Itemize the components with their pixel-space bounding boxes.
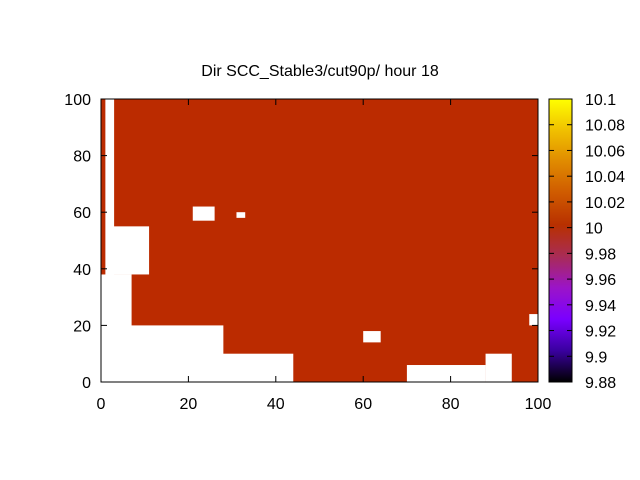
x-tick-label: 0 <box>97 396 106 413</box>
y-tick-label: 0 <box>82 375 91 392</box>
colorbar-tick-label: 9.88 <box>585 375 616 392</box>
colorbar-tick-label: 9.98 <box>585 246 616 263</box>
x-tick-label: 80 <box>442 396 460 413</box>
colorbar-tick-label: 9.9 <box>585 349 607 366</box>
y-tick-label: 60 <box>73 205 91 222</box>
colorbar-tick-label: 10.06 <box>585 143 625 160</box>
missing-cell-region <box>485 353 512 382</box>
colorbar-tick-label: 9.94 <box>585 298 616 315</box>
missing-cell-region <box>406 365 486 382</box>
x-tick-label: 60 <box>354 396 372 413</box>
colorbar <box>548 98 573 383</box>
chart-title: Dir SCC_Stable3/cut90p/ hour 18 <box>201 63 439 80</box>
colorbar-tick-label: 10 <box>585 221 603 238</box>
colorbar-tick-label: 10.04 <box>585 169 625 186</box>
missing-cell-region <box>529 314 538 326</box>
y-tick-label: 20 <box>73 318 91 335</box>
colorbar-tick-label: 9.96 <box>585 272 616 289</box>
colorbar-tick-label: 10.08 <box>585 118 625 135</box>
missing-cell-region <box>236 212 246 218</box>
missing-cell-region <box>223 367 250 382</box>
x-tick-label: 20 <box>180 396 198 413</box>
x-tick-label: 100 <box>525 396 552 413</box>
x-tick-label: 40 <box>267 396 285 413</box>
colorbar-tick-label: 9.92 <box>585 324 616 341</box>
missing-cell-region <box>363 331 381 343</box>
y-tick-label: 40 <box>73 262 91 279</box>
missing-cell-region <box>192 206 215 221</box>
plot-frame <box>100 98 539 383</box>
colorbar-tick-label: 10.02 <box>585 195 625 212</box>
colorbar-tick-label: 10.1 <box>585 92 616 109</box>
missing-cell-region <box>109 226 150 275</box>
y-tick-label: 80 <box>73 149 91 166</box>
y-tick-label: 100 <box>64 92 91 109</box>
